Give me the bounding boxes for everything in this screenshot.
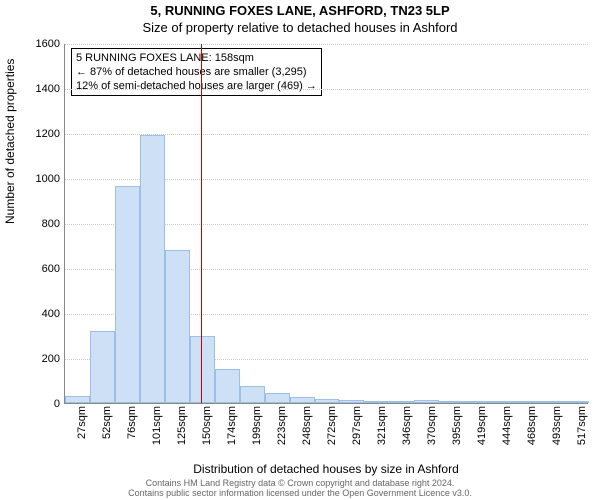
histogram-bar (439, 401, 464, 403)
y-tick-label: 600 (20, 263, 60, 275)
histogram-bar (65, 396, 90, 403)
annotation-line: ← 87% of detached houses are smaller (3,… (76, 65, 317, 79)
y-tick-label: 200 (20, 353, 60, 365)
x-tick-label: 150sqm (201, 406, 213, 456)
histogram-bar (165, 250, 190, 403)
footer-line: Contains public sector information licen… (10, 488, 590, 498)
page-subtitle: Size of property relative to detached ho… (0, 20, 600, 35)
x-tick-label: 370sqm (426, 406, 438, 456)
y-tick-label: 1400 (20, 83, 60, 95)
histogram-bar (290, 397, 315, 403)
x-tick-label: 27sqm (76, 406, 88, 456)
x-tick-label: 199sqm (251, 406, 263, 456)
histogram-bar (339, 400, 364, 403)
x-tick-label: 419sqm (476, 406, 488, 456)
x-tick-label: 444sqm (501, 406, 513, 456)
annotation-line: 12% of semi-detached houses are larger (… (76, 79, 317, 93)
x-tick-label: 321sqm (376, 406, 388, 456)
histogram-bar (90, 331, 115, 403)
histogram-bar (115, 186, 140, 403)
x-tick-label: 346sqm (401, 406, 413, 456)
x-tick-label: 125sqm (176, 406, 188, 456)
y-tick-label: 800 (20, 218, 60, 230)
x-tick-label: 76sqm (126, 406, 138, 456)
histogram-bar (514, 401, 539, 403)
histogram-bar (265, 393, 290, 403)
x-tick-label: 52sqm (101, 406, 113, 456)
y-tick-label: 0 (20, 398, 60, 410)
x-tick-label: 272sqm (326, 406, 338, 456)
histogram-bar (464, 401, 489, 403)
histogram-bar (215, 369, 240, 403)
y-tick-label: 1200 (20, 128, 60, 140)
histogram-bar (364, 401, 389, 403)
histogram-bar (315, 399, 340, 404)
gridline (65, 89, 588, 90)
y-tick-label: 1600 (20, 38, 60, 50)
reference-line (201, 44, 202, 403)
histogram-bar (489, 401, 514, 403)
footer-attribution: Contains HM Land Registry data © Crown c… (10, 478, 590, 498)
annotation-line: 5 RUNNING FOXES LANE: 158sqm (76, 51, 317, 65)
histogram-bar (140, 135, 165, 403)
x-tick-label: 493sqm (551, 406, 563, 456)
y-axis-label: Number of detached properties (3, 59, 17, 224)
histogram-bar (414, 400, 439, 403)
histogram-bar (389, 401, 414, 403)
x-tick-label: 101sqm (151, 406, 163, 456)
gridline (65, 44, 588, 45)
histogram-bar (539, 401, 564, 403)
y-tick-label: 1000 (20, 173, 60, 185)
x-axis-label: Distribution of detached houses by size … (64, 462, 588, 476)
x-tick-label: 297sqm (351, 406, 363, 456)
y-tick-label: 400 (20, 308, 60, 320)
x-tick-label: 248sqm (301, 406, 313, 456)
x-tick-label: 395sqm (451, 406, 463, 456)
x-tick-label: 223sqm (276, 406, 288, 456)
histogram-bar (564, 401, 589, 403)
footer-line: Contains HM Land Registry data © Crown c… (10, 478, 590, 488)
page-title: 5, RUNNING FOXES LANE, ASHFORD, TN23 5LP (0, 3, 600, 18)
histogram-bar (240, 386, 265, 403)
x-tick-label: 468sqm (526, 406, 538, 456)
histogram-plot: 5 RUNNING FOXES LANE: 158sqm ← 87% of de… (64, 44, 588, 404)
x-tick-label: 174sqm (226, 406, 238, 456)
x-tick-label: 517sqm (576, 406, 588, 456)
